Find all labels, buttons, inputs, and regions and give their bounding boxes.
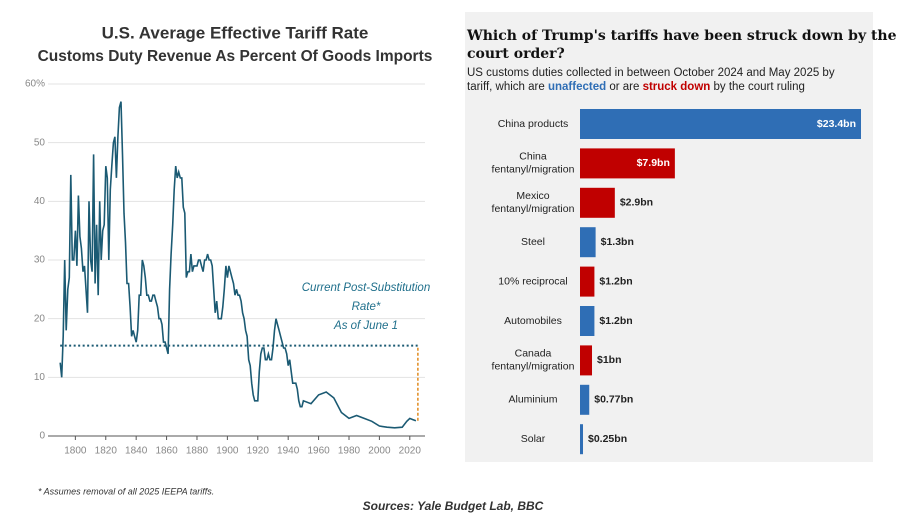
chart-subtitle: tariff, which are unaffected or are stru…: [467, 81, 805, 93]
value-label: $2.9bn: [620, 197, 653, 209]
subtitle-part: tariff, which are: [467, 81, 548, 93]
subtitle-highlight: struck down: [643, 81, 711, 93]
subtitle-highlight: unaffected: [548, 81, 606, 93]
footnote: * Assumes removal of all 2025 IEEPA tari…: [38, 486, 214, 496]
bar: [580, 148, 675, 179]
category-label: Canada: [515, 348, 552, 360]
category-label: fentanyl/migration: [492, 361, 575, 373]
bar: [580, 345, 593, 376]
category-label: China: [519, 151, 547, 163]
category-label: China products: [498, 118, 569, 130]
value-label: $1.3bn: [601, 236, 634, 248]
x-tick-label: 1960: [307, 446, 330, 457]
y-tick-label: 0: [39, 431, 45, 442]
x-tick-label: 1980: [338, 446, 361, 457]
x-tick-label: 2020: [399, 446, 422, 457]
category-label: Solar: [521, 433, 546, 445]
value-label: $0.25bn: [588, 433, 627, 445]
annotation: As of June 1: [333, 320, 398, 332]
x-tick-label: 1940: [277, 446, 300, 457]
y-tick-label: 20: [34, 313, 46, 324]
value-label: $1bn: [597, 354, 622, 366]
annotation: Current Post-Substitution: [302, 282, 430, 294]
subtitle-part: by the court ruling: [710, 81, 805, 93]
value-label: $1.2bn: [599, 275, 632, 287]
y-tick-label: 60%: [25, 79, 45, 90]
value-label: $1.2bn: [599, 315, 632, 327]
chart-title: court order?: [467, 46, 565, 62]
subtitle-part: or are: [606, 81, 642, 93]
category-label: fentanyl/migration: [492, 203, 575, 215]
annotation: Rate*: [352, 301, 381, 313]
y-tick-label: 50: [34, 137, 46, 148]
value-label: $7.9bn: [637, 157, 670, 169]
x-tick-label: 1800: [64, 446, 87, 457]
x-tick-label: 1860: [155, 446, 178, 457]
value-label: $0.77bn: [594, 394, 633, 406]
chart-subtitle: Customs Duty Revenue As Percent Of Goods…: [38, 48, 433, 65]
x-tick-label: 1820: [95, 446, 118, 457]
bar: [580, 266, 595, 297]
y-tick-label: 10: [34, 372, 46, 383]
category-label: fentanyl/migration: [492, 164, 575, 176]
category-label: Aluminium: [508, 394, 557, 406]
chart-title: U.S. Average Effective Tariff Rate: [102, 23, 369, 42]
chart-subtitle: US customs duties collected in between O…: [467, 67, 835, 79]
bar: [580, 424, 584, 455]
y-tick-label: 30: [34, 255, 46, 266]
bar: [580, 109, 861, 139]
x-tick-label: 2000: [368, 446, 391, 457]
x-tick-label: 1880: [186, 446, 209, 457]
category-label: Automobiles: [504, 315, 562, 327]
bar: [580, 384, 590, 415]
bar: [580, 306, 595, 336]
source: Sources: Yale Budget Lab, BBC: [363, 499, 544, 513]
x-tick-label: 1840: [125, 446, 148, 457]
panel-background: [465, 12, 873, 462]
category-label: Mexico: [516, 190, 549, 202]
y-tick-label: 40: [34, 196, 46, 207]
chart-title: Which of Trump's tariffs have been struc…: [466, 28, 897, 44]
x-tick-label: 1900: [216, 446, 239, 457]
bar: [580, 227, 596, 258]
category-label: 10% reciprocal: [498, 275, 567, 287]
line: [59, 101, 417, 429]
bar: [580, 187, 615, 218]
value-label: $23.4bn: [817, 118, 856, 130]
x-tick-label: 1920: [247, 446, 270, 457]
category-label: Steel: [521, 236, 545, 248]
